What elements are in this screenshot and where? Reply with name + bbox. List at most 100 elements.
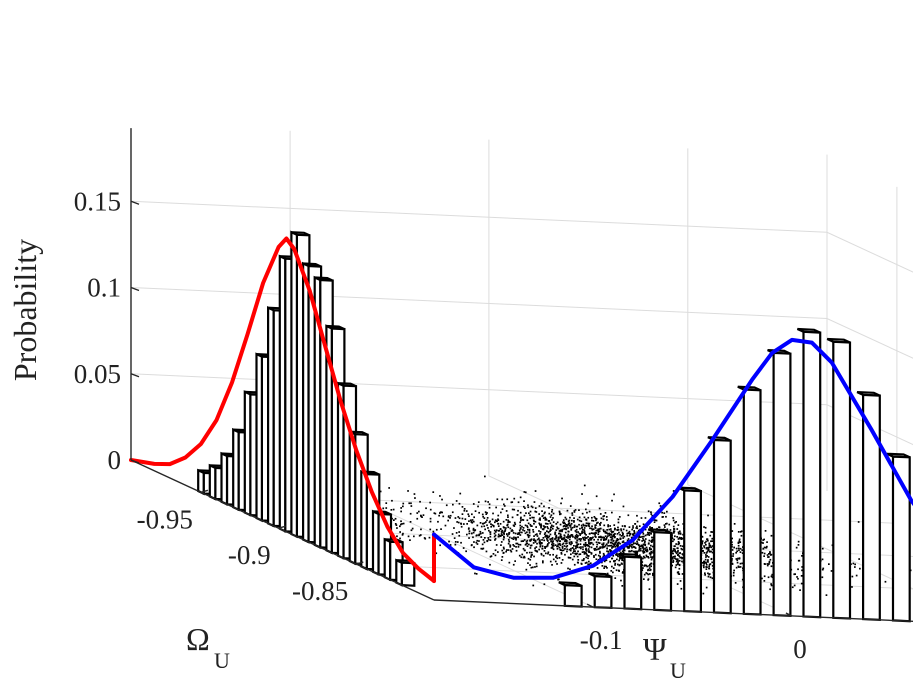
scatter-point xyxy=(448,540,450,543)
scatter-point xyxy=(532,584,535,587)
scatter-point xyxy=(568,524,571,527)
scatter-point xyxy=(456,541,459,543)
scatter-point xyxy=(435,528,438,531)
scatter-point xyxy=(612,571,614,574)
scatter-point xyxy=(642,537,644,540)
scatter-point xyxy=(607,552,610,555)
scatter-point xyxy=(602,555,605,558)
scatter-point xyxy=(440,528,442,530)
scatter-point xyxy=(591,528,594,531)
scatter-point xyxy=(677,560,680,562)
scatter-point xyxy=(523,549,526,552)
scatter-point xyxy=(681,557,683,560)
scatter-point xyxy=(565,546,568,548)
scatter-point xyxy=(587,516,590,519)
scatter-point xyxy=(857,521,860,523)
scatter-point xyxy=(589,539,592,541)
scatter-point xyxy=(463,509,466,512)
scatter-point xyxy=(770,553,773,556)
scatter-point xyxy=(492,512,494,515)
scatter-point xyxy=(672,490,675,492)
scatter-point xyxy=(739,531,742,533)
scatter-point xyxy=(510,530,513,532)
scatter-point xyxy=(543,539,545,542)
scatter-point xyxy=(606,572,609,575)
scatter-point xyxy=(542,517,545,519)
scatter-point xyxy=(769,552,771,555)
scatter-point xyxy=(765,546,768,549)
scatter-point xyxy=(633,546,636,549)
scatter-point xyxy=(731,530,734,532)
scatter-point xyxy=(672,517,675,519)
scatter-point xyxy=(454,517,457,519)
scatter-point xyxy=(463,523,465,525)
scatter-point xyxy=(520,540,523,543)
scatter-point xyxy=(484,537,486,539)
scatter-point xyxy=(611,557,613,560)
scatter-point xyxy=(551,538,554,540)
scatter-point xyxy=(507,520,510,523)
scatter-point xyxy=(601,546,603,548)
scatter-point xyxy=(575,531,578,533)
scatter-point xyxy=(585,556,588,559)
scatter-point xyxy=(595,529,598,532)
scatter-point xyxy=(634,551,636,553)
scatter-point xyxy=(644,534,647,537)
scatter-point xyxy=(763,538,765,541)
scatter-point xyxy=(616,529,619,531)
scatter-point xyxy=(821,576,824,579)
scatter-point xyxy=(652,574,654,577)
scatter-point xyxy=(606,550,608,553)
scatter-point xyxy=(538,518,541,521)
scatter-point xyxy=(677,562,679,564)
scatter-point xyxy=(551,510,553,513)
scatter-point xyxy=(707,547,710,549)
scatter-point xyxy=(524,524,527,527)
scatter-point xyxy=(576,539,579,542)
scatter-point xyxy=(638,550,640,552)
scatter-point xyxy=(522,556,525,559)
scatter-point xyxy=(480,525,483,528)
scatter-point xyxy=(528,512,530,515)
scatter-point xyxy=(492,525,495,527)
scatter-point xyxy=(624,525,626,528)
scatter-point xyxy=(604,535,607,538)
scatter-point xyxy=(484,500,487,503)
scatter-point xyxy=(502,551,505,554)
scatter-point xyxy=(610,549,612,552)
scatter-point xyxy=(628,546,631,548)
scatter-point xyxy=(615,569,618,572)
scatter-point xyxy=(652,573,654,575)
scatter-point xyxy=(583,529,586,531)
scatter-point xyxy=(677,553,679,556)
psi-tick-mark xyxy=(586,603,594,608)
scatter-point xyxy=(526,519,529,522)
scatter-point xyxy=(581,530,583,533)
scatter-point xyxy=(582,546,584,548)
scatter-point xyxy=(502,538,505,541)
scatter-point xyxy=(762,542,764,544)
scatter-point xyxy=(741,552,744,554)
scatter-point xyxy=(570,534,573,536)
scatter-point xyxy=(527,528,529,531)
scatter-point xyxy=(533,555,535,558)
scatter-point xyxy=(647,542,650,545)
scatter-point xyxy=(647,556,649,558)
scatter-point xyxy=(646,548,648,551)
psi-histogram-bar xyxy=(563,583,583,608)
scatter-point xyxy=(588,560,590,563)
scatter-point xyxy=(681,545,684,548)
scatter-point xyxy=(583,524,585,527)
scatter-point xyxy=(636,551,639,554)
scatter-point xyxy=(610,534,612,536)
scatter-point xyxy=(521,525,523,528)
scatter-point xyxy=(551,544,554,547)
scatter-point xyxy=(635,527,638,529)
scatter-point xyxy=(763,552,766,555)
scatter-point xyxy=(611,545,614,548)
scatter-point xyxy=(509,521,511,523)
scatter-point xyxy=(739,541,742,543)
scatter-point xyxy=(629,532,632,535)
scatter-point xyxy=(821,558,824,561)
scatter-point xyxy=(610,541,612,544)
